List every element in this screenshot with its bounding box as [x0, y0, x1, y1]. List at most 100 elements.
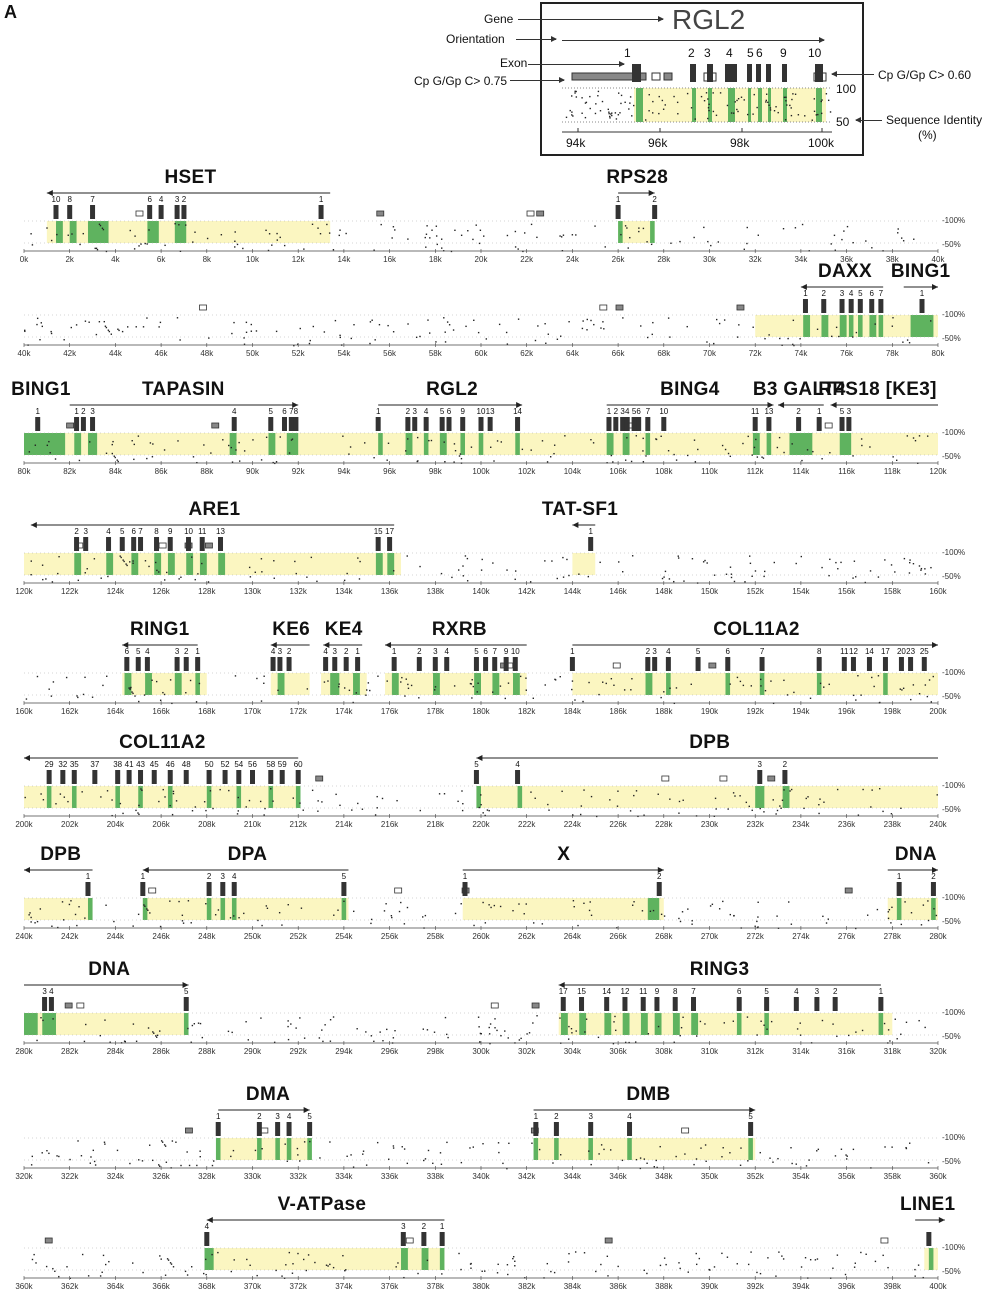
exon-number: 14: [602, 987, 612, 996]
exon-block: [90, 205, 96, 219]
conserved-region: [257, 1138, 262, 1160]
axis-tick-label: 170k: [243, 707, 262, 716]
conserved-region: [215, 1138, 221, 1160]
exon-block: [748, 1122, 754, 1136]
legend-gene-arrow: [518, 16, 664, 22]
exon-block: [645, 657, 651, 671]
axis-tick-label: 122k: [61, 587, 79, 596]
axis-tick-label: 120k: [15, 587, 33, 596]
exon-number: 2: [821, 289, 826, 298]
exon-number: 8: [672, 987, 678, 996]
axis-tick-label: 74k: [794, 349, 808, 358]
cpg-box: [612, 662, 621, 669]
exon-number: 7: [289, 407, 294, 416]
exon-number: 12: [849, 647, 858, 656]
exon-block: [919, 299, 925, 313]
gene-name: DNA: [894, 844, 937, 865]
axis-tick-label: 292k: [289, 1047, 307, 1056]
identity-region: [618, 221, 655, 243]
exon-block: [908, 657, 914, 671]
axis-tick-label: 398k: [883, 1282, 901, 1291]
axis-tick-label: 152k: [746, 587, 764, 596]
conserved-region: [764, 1013, 769, 1035]
conserved-region: [606, 433, 614, 455]
axis-tick-label: 104k: [563, 467, 582, 476]
axis-tick-label: 382k: [518, 1282, 536, 1291]
exon-number: 2: [613, 407, 619, 416]
axis-tick-label: 4k: [111, 255, 120, 264]
axis-tick-label: 108k: [655, 467, 673, 476]
axis-tick-label: 194k: [792, 707, 810, 716]
axis-tick-label: 178k: [426, 707, 444, 716]
exon-number: 1: [195, 647, 200, 656]
exon-number: 7: [759, 647, 765, 656]
conserved-region: [87, 221, 109, 243]
orientation-arrowhead: [558, 982, 565, 988]
axis-tick-label: 90k: [246, 467, 259, 476]
exon-number: 1: [615, 195, 621, 204]
exon-number: 3: [90, 407, 95, 416]
cpg-box: [599, 304, 608, 311]
pct-50-label: -50%: [942, 692, 961, 701]
axis-tick-label: 208k: [198, 820, 216, 829]
exon-number: 11: [198, 527, 207, 536]
axis-tick-label: 96k: [383, 467, 397, 476]
exon-number: 25: [919, 647, 929, 656]
axis-tick-label: 64k: [565, 349, 579, 358]
axis-tick-label: 12k: [291, 255, 305, 264]
axis-tick-label: 352k: [746, 1172, 764, 1181]
exon-number: 7: [492, 647, 497, 656]
exon-number: 6: [483, 647, 488, 656]
exon-block: [183, 657, 189, 671]
orientation-arrowhead: [749, 1107, 756, 1113]
conserved-region: [789, 433, 813, 455]
exon-number: 14: [864, 647, 874, 656]
row-track: [23, 755, 939, 818]
axis-tick-label: 100k: [472, 467, 490, 476]
exon-number: 1: [215, 1112, 221, 1121]
exon-number: 1: [318, 195, 324, 204]
axis-tick-label: 18k: [428, 255, 442, 264]
axis-tick-label: 36k: [840, 255, 854, 264]
exon-number: 5: [631, 407, 637, 416]
axis-tick-label: 168k: [198, 707, 216, 716]
exon-block: [588, 537, 594, 551]
pct-100-label: -100%: [942, 1008, 966, 1017]
conserved-region: [154, 553, 162, 575]
axis-tick-label: 270k: [700, 932, 719, 941]
gene-name: KE4: [324, 619, 363, 640]
exon-number: 2: [74, 527, 79, 536]
axis-tick-label: 338k: [426, 1172, 444, 1181]
exon-block: [878, 299, 884, 313]
axis-tick-label: 242k: [61, 932, 79, 941]
axis-tick-label: 160k: [929, 587, 947, 596]
axis-tick-label: 388k: [655, 1282, 673, 1291]
exon-block: [67, 205, 73, 219]
conserved-region: [515, 433, 520, 455]
gene-name: V-ATPase: [277, 1194, 367, 1215]
identity-region: [218, 1138, 310, 1160]
exon-number: 2: [421, 1222, 427, 1231]
legend-exon-num: 6: [756, 46, 763, 60]
exon-block: [183, 997, 189, 1011]
axis-tick-label: 280k: [15, 1047, 33, 1056]
exon-block: [167, 537, 173, 551]
exon-block: [74, 537, 80, 551]
exon-number: 17: [558, 987, 568, 996]
orientation-arrowhead: [767, 402, 774, 408]
exon-block: [782, 770, 788, 784]
exon-number: 1: [85, 872, 91, 881]
exon-block: [533, 1122, 539, 1136]
exon-number: 2: [184, 647, 189, 656]
conserved-region: [74, 433, 82, 455]
conserved-region: [106, 553, 114, 575]
axis-tick-label: 320k: [15, 1172, 33, 1181]
exon-number: 3: [757, 760, 762, 769]
exon-block: [115, 770, 121, 784]
pct-100-label: -100%: [942, 781, 966, 790]
axis-tick-label: 282k: [61, 1047, 79, 1056]
genome-row: 120k 122k 124k 126k 128k 130k 132k 134k 136k 138k…: [0, 495, 999, 605]
conserved-region: [124, 673, 132, 695]
orientation-arrowhead: [476, 755, 483, 761]
genome-row: 200k 202k 204k 206k 208k 210k 212k 214k 216k 218k…: [0, 728, 999, 838]
